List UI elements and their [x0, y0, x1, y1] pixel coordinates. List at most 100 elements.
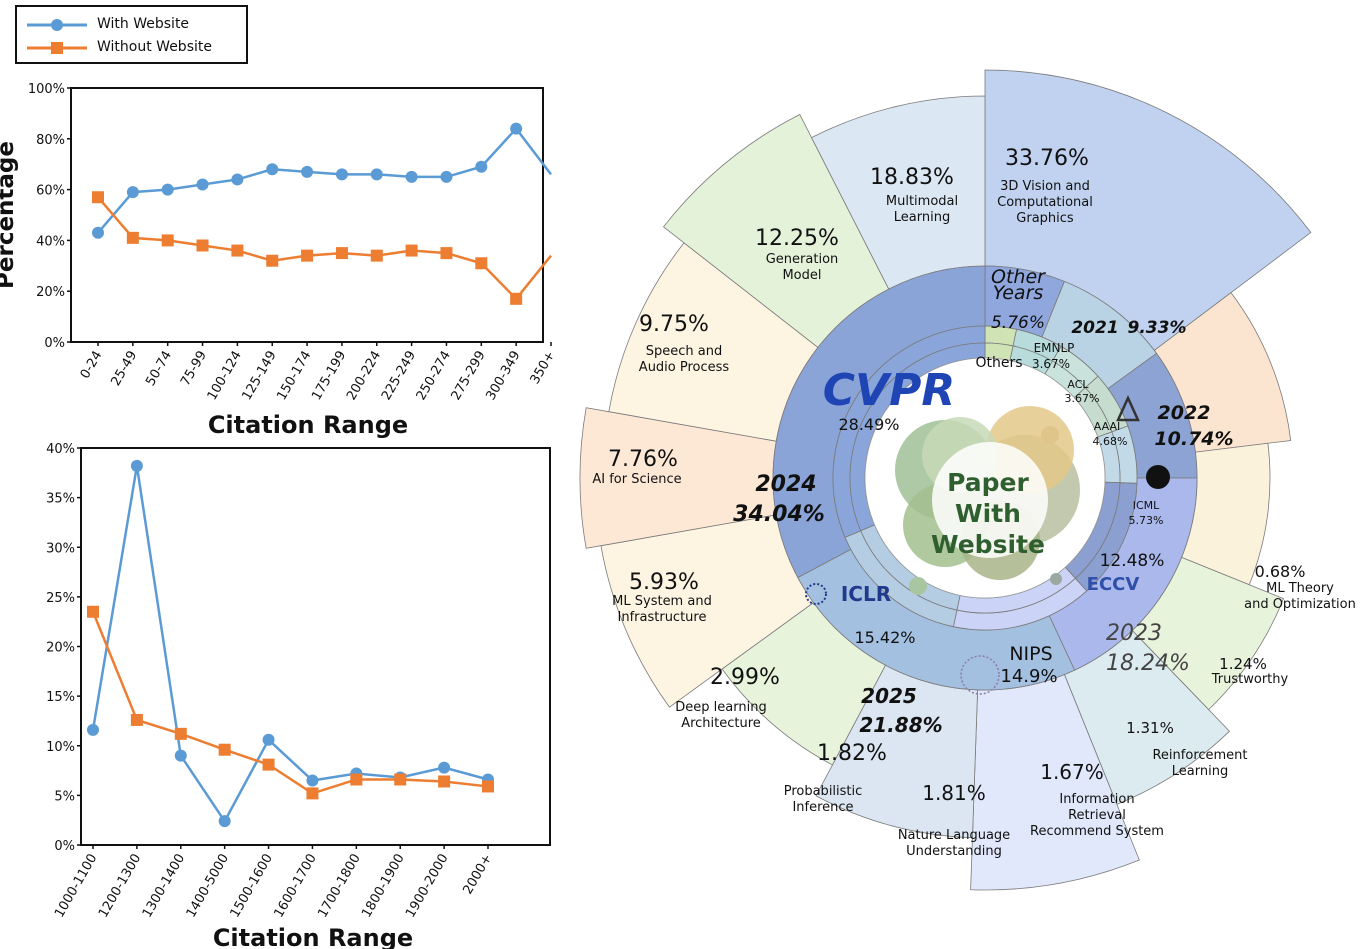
data-point	[126, 186, 139, 199]
data-point	[301, 165, 314, 178]
data-point	[218, 743, 231, 756]
data-point	[266, 254, 279, 267]
plot-frame	[70, 87, 544, 343]
x-tick-label: 1700-1800	[315, 852, 363, 921]
data-point	[174, 727, 187, 740]
data-point	[510, 122, 523, 135]
topic-name: Speech and	[646, 344, 722, 359]
data-point	[231, 173, 244, 186]
x-tick-label: 1400-5000	[184, 852, 232, 921]
topic-name: 3D Vision and	[1000, 179, 1090, 194]
slice-label: 10.74%	[1154, 428, 1233, 450]
y-tick-label: 100%	[28, 82, 65, 97]
slice-label: 3.67%	[1032, 357, 1070, 371]
x-axis-title: Citation Range	[208, 411, 408, 439]
venue-name: ACL	[1067, 378, 1089, 391]
x-tick-label: 0-24	[78, 349, 106, 382]
data-point	[92, 191, 104, 204]
slice-label: 1.81%	[922, 781, 986, 805]
line-chart-bottom: 0% 5% 10% 15% 20% 25% 30% 35% 40% 1000-11001200-1…	[46, 442, 551, 949]
topic-name: Learning	[894, 210, 950, 225]
topic-name: Model	[782, 268, 821, 283]
y-tick-label: 20%	[46, 641, 75, 656]
legend-marker-circle-icon	[27, 19, 87, 31]
data-point	[394, 773, 407, 786]
x-axis-title: Citation Range	[213, 924, 413, 949]
year-name: Other	[991, 266, 1046, 288]
data-point	[335, 168, 348, 181]
data-point	[218, 815, 231, 828]
slice-label: 3.67%	[1065, 392, 1100, 405]
data-point	[196, 178, 209, 191]
year-name: 2024	[755, 472, 816, 497]
y-tick-label: 40%	[36, 234, 65, 249]
data-point	[301, 249, 314, 262]
slice-label: 5.76%	[991, 313, 1045, 333]
topic-name: Probabilistic	[784, 784, 863, 799]
topic-name: AI for Science	[592, 472, 681, 487]
slice-label: 9.33%	[1128, 318, 1187, 338]
y-tick-label: 20%	[36, 285, 65, 300]
slice-label: 34.04%	[733, 502, 825, 527]
x-tick-label: 1600-1700	[271, 852, 319, 921]
slice-label: 14.9%	[1000, 666, 1057, 687]
data-point	[196, 239, 209, 252]
year-name: 2023	[1106, 621, 1162, 646]
slice-label: 7.76%	[608, 447, 678, 472]
chart-legend: With Website Without Website	[15, 5, 248, 64]
series-line-with-website	[91, 465, 489, 824]
x-tick-label: 25-49	[108, 349, 140, 389]
x-tick-label: 1000-1100	[52, 852, 100, 921]
data-point	[510, 292, 523, 305]
data-point	[126, 231, 139, 244]
data-point	[370, 168, 383, 181]
icml-logo-icon	[1146, 465, 1170, 489]
slice-label: 15.42%	[854, 628, 915, 647]
y-tick-label: 80%	[36, 133, 65, 148]
slice-label: 12.25%	[755, 226, 839, 251]
slice-label: 18.83%	[870, 165, 954, 190]
slice-label: 4.68%	[1093, 435, 1128, 448]
data-point	[438, 775, 451, 788]
venue-logo-text: ICLR	[841, 582, 891, 606]
topic-name: ML System and	[612, 594, 712, 609]
topic-name: and Optimization	[1244, 597, 1356, 612]
y-tick-label: 0%	[54, 839, 75, 854]
y-axis-title: Percentage	[0, 141, 19, 289]
x-tick-label: 1300-1400	[140, 852, 188, 921]
venue-logo-text: CVPR	[823, 365, 955, 416]
data-point	[482, 780, 494, 793]
topic-name: Reinforcement	[1152, 748, 1247, 763]
topic-name: Retrieval	[1068, 808, 1126, 823]
nips-logo-icon	[960, 655, 1000, 695]
data-point	[370, 249, 383, 262]
venue-name: Others	[975, 355, 1022, 371]
topic-name: Architecture	[681, 716, 761, 731]
data-point	[92, 226, 104, 239]
year-name: 2022	[1158, 402, 1211, 424]
slice-label: 0.68%	[1255, 562, 1306, 581]
topic-name: ML Theory	[1266, 581, 1334, 596]
bubble	[1050, 573, 1062, 585]
x-tick-label: 2000+	[460, 852, 495, 898]
slice-label: 5.93%	[629, 570, 699, 595]
bubble	[909, 577, 927, 595]
topic-name: Inference	[792, 800, 853, 815]
y-tick-label: 60%	[36, 184, 65, 199]
venue-name: NIPS	[1009, 643, 1052, 665]
data-point	[130, 459, 143, 472]
legend-label: Without Website	[97, 39, 212, 55]
data-point	[405, 170, 418, 183]
x-tick-label: 1900-2000	[403, 852, 451, 921]
series-line-without-website	[91, 611, 489, 795]
data-point	[161, 183, 174, 196]
data-point	[262, 758, 275, 771]
center-label: With	[955, 499, 1021, 528]
y-tick-label: 0%	[44, 336, 65, 351]
slice-label: 33.76%	[1005, 146, 1089, 171]
y-tick-label: 30%	[46, 541, 75, 556]
topic-name: Generation	[766, 252, 839, 267]
data-point	[266, 163, 279, 176]
